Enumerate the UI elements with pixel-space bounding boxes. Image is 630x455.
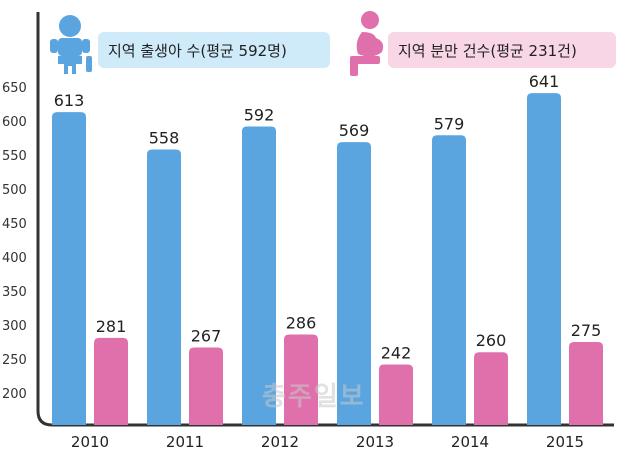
data-label: 569 — [339, 121, 370, 140]
data-label: 579 — [434, 114, 465, 133]
y-tick-label: 350 — [2, 285, 27, 300]
legend-series2-label: 지역 분만 건수(평균 231건) — [398, 41, 577, 60]
pregnant-woman-icon — [342, 10, 390, 76]
x-tick-label: 2011 — [166, 433, 204, 451]
x-tick-label: 2012 — [261, 433, 299, 451]
bar-deliveries — [189, 347, 223, 425]
y-tick-label: 450 — [2, 217, 27, 232]
x-tick-label: 2010 — [71, 433, 109, 451]
bar-deliveries — [379, 364, 413, 425]
bar-deliveries — [474, 352, 508, 425]
y-tick-label: 300 — [2, 319, 27, 334]
data-label: 242 — [381, 343, 412, 362]
bar-deliveries — [94, 337, 128, 425]
legend-series2: 지역 분만 건수(평균 231건) — [388, 32, 616, 68]
x-tick-label: 2014 — [451, 433, 489, 451]
bar-deliveries — [569, 342, 603, 425]
y-tick-label: 550 — [2, 149, 27, 164]
y-tick-label: 600 — [2, 115, 27, 130]
data-label: 281 — [96, 317, 127, 336]
data-label: 641 — [529, 72, 560, 91]
axis-line — [36, 12, 614, 427]
x-tick-label: 2015 — [546, 433, 584, 451]
y-tick-label: 650 — [2, 81, 27, 96]
bar-deliveries — [284, 334, 318, 425]
data-label: 267 — [191, 326, 222, 345]
data-label: 275 — [571, 321, 602, 340]
data-label: 613 — [54, 91, 85, 110]
data-label: 286 — [286, 314, 317, 333]
legend-series1: 지역 출생아 수(평균 592명) — [98, 32, 330, 68]
x-tick-label: 2013 — [356, 433, 394, 451]
bar-births — [242, 126, 276, 425]
y-tick-label: 400 — [2, 251, 27, 266]
data-label: 592 — [244, 105, 275, 124]
watermark: 충주일보 — [262, 382, 366, 412]
y-tick-label: 250 — [2, 353, 27, 368]
baby-icon — [48, 12, 94, 76]
data-label: 558 — [149, 129, 180, 148]
bar-births — [432, 135, 466, 425]
y-tick-label: 500 — [2, 183, 27, 198]
bar-births — [337, 142, 371, 425]
legend-series1-label: 지역 출생아 수(평균 592명) — [108, 41, 287, 60]
bar-births — [527, 93, 561, 426]
data-label: 260 — [476, 331, 507, 350]
bar-births — [52, 112, 86, 425]
y-tick-label: 200 — [2, 387, 27, 402]
bar-births — [147, 149, 181, 425]
